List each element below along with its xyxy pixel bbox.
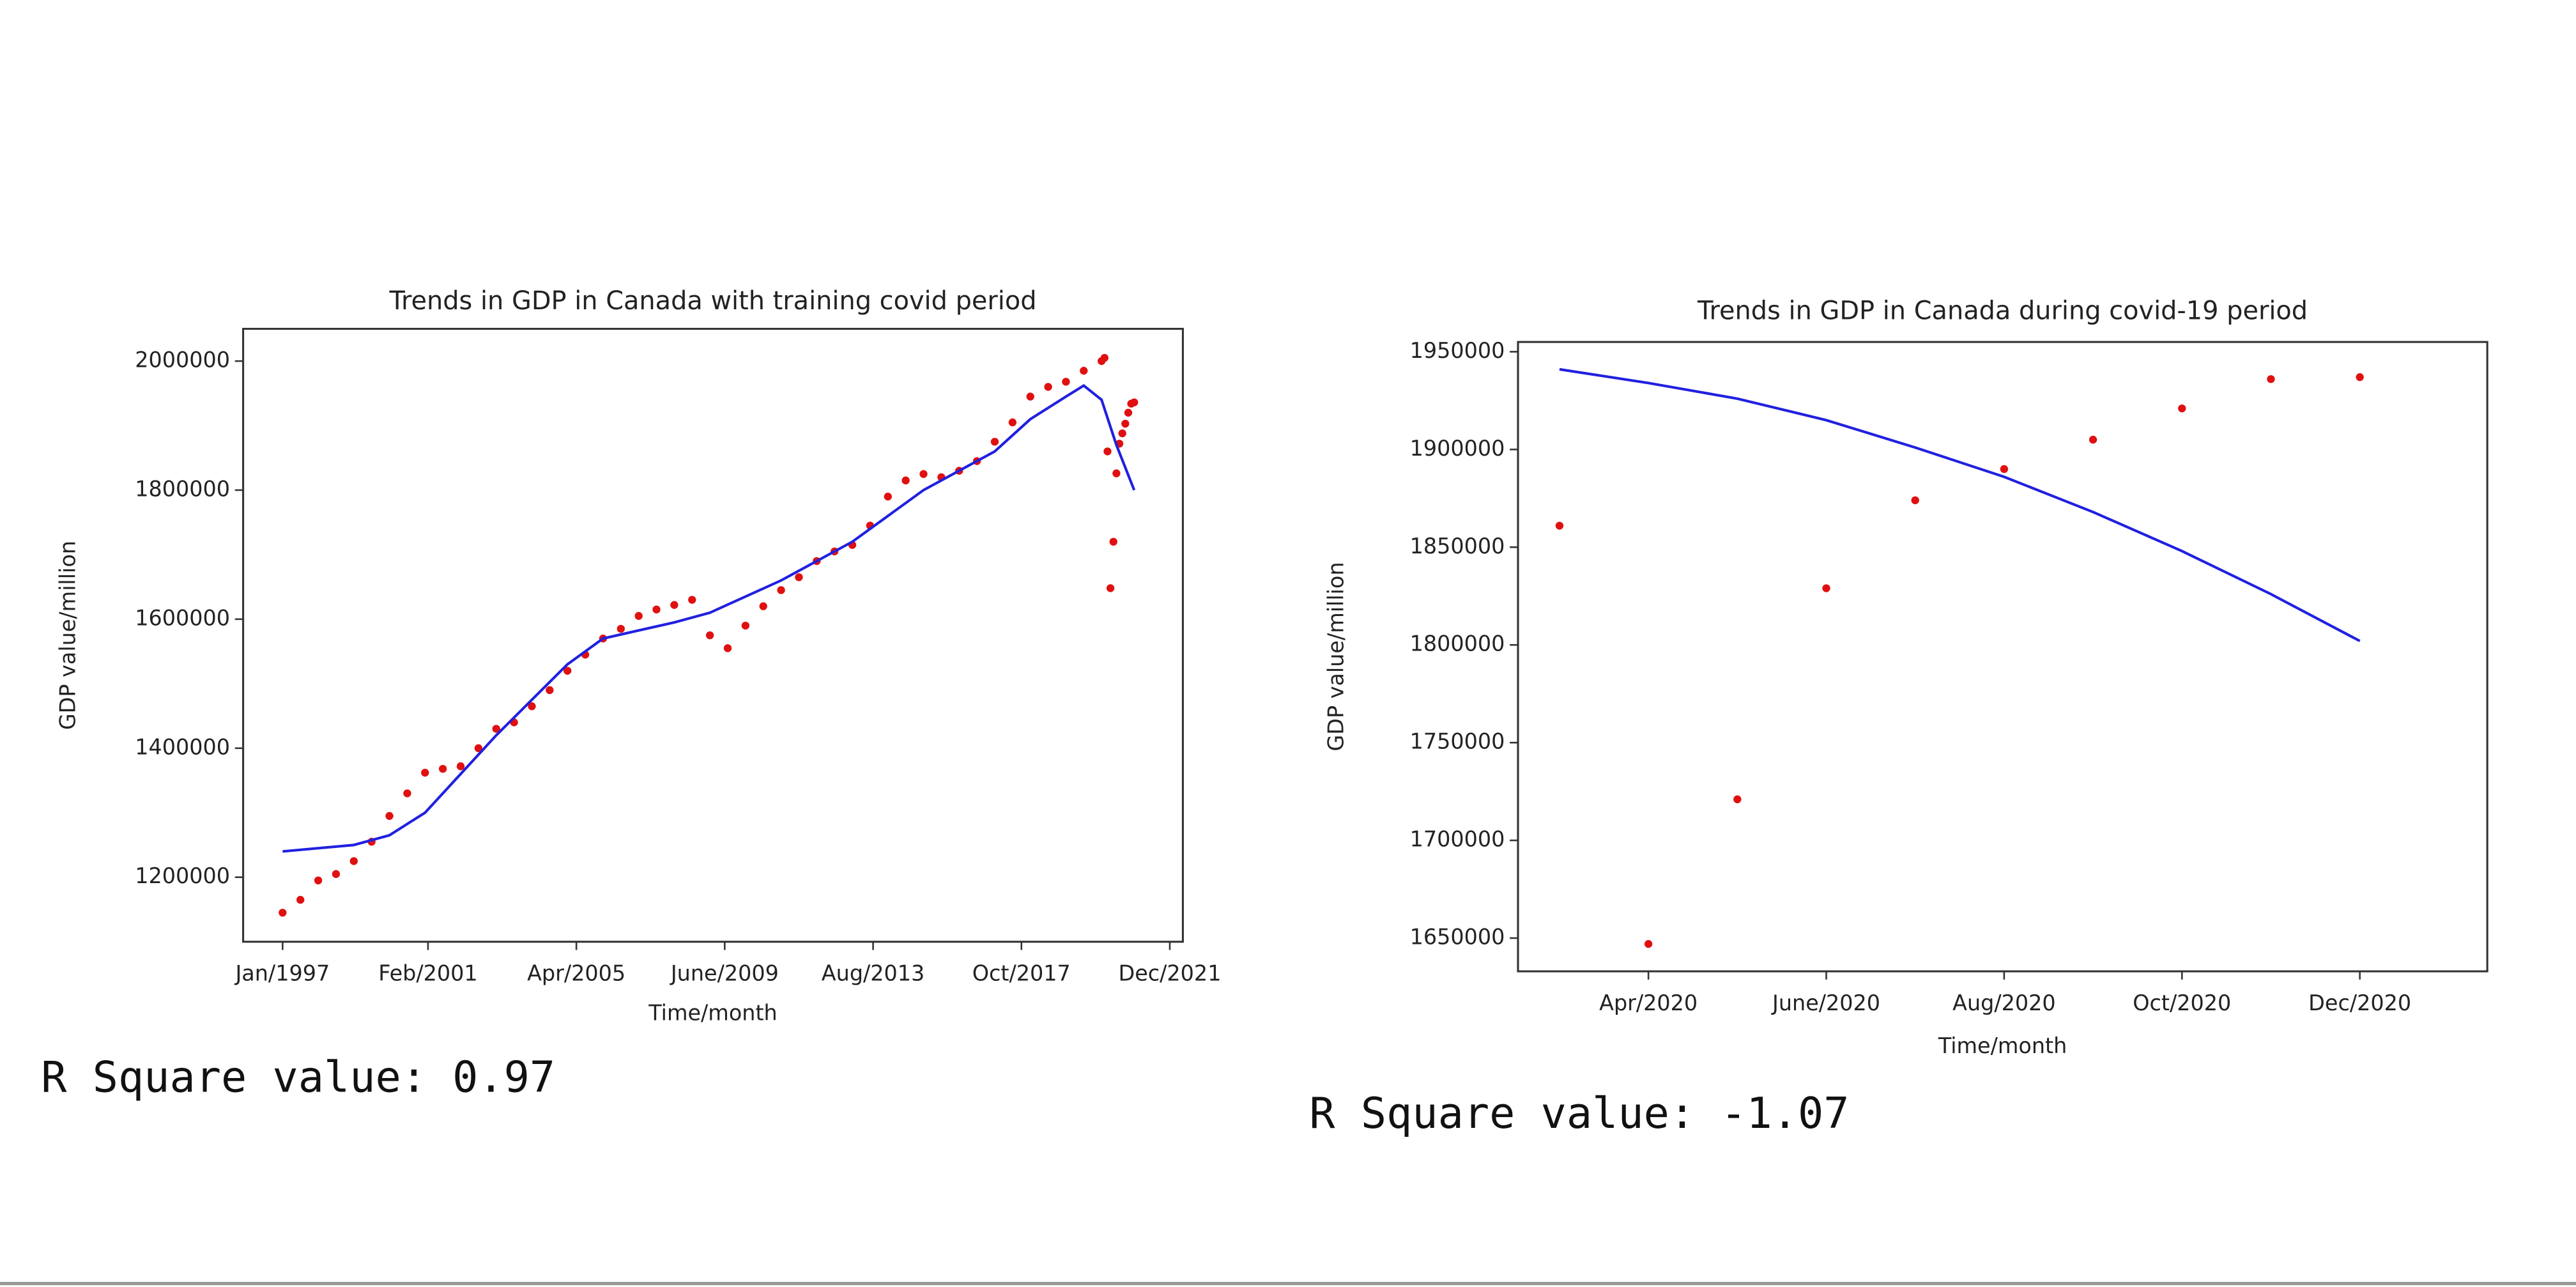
x-axis-label: Time/month	[1938, 1033, 2067, 1058]
x-tick-label: Apr/2005	[527, 961, 625, 986]
data-point	[901, 476, 910, 485]
data-point	[349, 857, 358, 865]
y-tick-label: 1750000	[1410, 729, 1505, 754]
data-point	[1112, 469, 1121, 477]
x-tick-label: Dec/2020	[2308, 990, 2411, 1015]
data-point	[1118, 429, 1126, 438]
data-point	[1124, 408, 1133, 417]
fit-line	[1559, 367, 2361, 642]
plot-frame	[1517, 341, 2488, 973]
y-axis-label: GDP value/million	[1324, 562, 1349, 751]
x-tick-label: Dec/2021	[1119, 961, 1222, 986]
y-tick-label: 1850000	[1410, 534, 1505, 559]
data-point	[314, 876, 323, 884]
data-point	[1026, 392, 1034, 401]
data-point	[1080, 367, 1088, 375]
data-point	[1103, 447, 1112, 456]
data-point	[759, 602, 767, 610]
data-point	[705, 631, 714, 640]
data-point	[1822, 584, 1830, 592]
data-point	[332, 870, 341, 878]
data-point	[1109, 537, 1117, 546]
data-point	[741, 621, 750, 630]
data-point	[528, 702, 536, 711]
chart-title: Trends in GDP in Canada with training co…	[389, 286, 1037, 316]
data-point	[884, 492, 892, 501]
r-square-annotation: R Square value: -1.07	[1309, 1088, 1849, 1138]
x-tick-label: Feb/2001	[378, 961, 477, 986]
data-point	[688, 596, 696, 604]
data-point	[1121, 419, 1130, 428]
y-tick-label: 1800000	[135, 476, 230, 501]
fit-line	[282, 383, 1136, 853]
y-tick-label: 2000000	[135, 348, 230, 373]
data-point	[652, 605, 661, 613]
data-point	[1911, 496, 1919, 505]
data-point	[795, 573, 803, 582]
data-point	[670, 601, 678, 609]
y-tick-label: 1200000	[135, 863, 230, 888]
chart-title: Trends in GDP in Canada during covid-19 …	[1697, 296, 2308, 325]
x-tick-label: Aug/2020	[1952, 990, 2056, 1015]
data-point	[617, 624, 625, 633]
data-point	[2089, 435, 2097, 444]
data-point	[279, 909, 287, 917]
data-point	[564, 667, 572, 675]
data-point	[421, 769, 429, 777]
x-tick-label: June/2020	[1771, 990, 1880, 1015]
x-tick-label: Aug/2013	[822, 961, 925, 986]
data-point	[2000, 465, 2009, 474]
y-tick-label: 1400000	[135, 734, 230, 759]
x-tick-label: Jan/1997	[234, 961, 330, 986]
data-point	[2178, 404, 2186, 413]
data-point	[2356, 373, 2364, 381]
r-square-annotation: R Square value: 0.97	[41, 1052, 555, 1102]
data-point	[723, 644, 732, 652]
data-point	[474, 744, 483, 752]
data-point	[777, 586, 785, 594]
y-axis-label: GDP value/million	[55, 541, 80, 730]
x-tick-label: Apr/2020	[1599, 990, 1698, 1015]
y-tick-label: 1650000	[1410, 925, 1505, 950]
data-point	[634, 612, 643, 620]
y-tick-label: 1700000	[1410, 827, 1505, 852]
data-point	[385, 812, 394, 821]
y-tick-label: 1600000	[135, 605, 230, 630]
plot-frame	[242, 328, 1184, 943]
data-point	[1008, 418, 1017, 427]
data-point	[1062, 378, 1070, 386]
data-point	[296, 895, 305, 904]
data-point	[1044, 383, 1052, 391]
x-tick-label: Oct/2017	[972, 961, 1071, 986]
y-tick-label: 1950000	[1410, 338, 1505, 363]
data-point	[2267, 375, 2275, 383]
data-point	[1130, 398, 1138, 406]
x-tick-label: Oct/2020	[2133, 990, 2231, 1015]
data-point	[492, 725, 500, 733]
data-point	[546, 686, 554, 695]
data-point	[438, 764, 447, 773]
x-axis-label: Time/month	[648, 1000, 777, 1025]
x-tick-label: June/2009	[670, 961, 779, 986]
y-tick-label: 1800000	[1410, 631, 1505, 656]
data-point	[1106, 584, 1115, 592]
data-point	[1555, 521, 1564, 530]
data-point	[1733, 795, 1742, 804]
data-point	[456, 762, 465, 771]
data-point	[919, 470, 928, 478]
data-point	[1100, 353, 1108, 362]
y-tick-label: 1900000	[1410, 436, 1505, 461]
data-point	[403, 789, 411, 798]
data-point	[990, 438, 999, 446]
data-point	[1644, 940, 1653, 948]
